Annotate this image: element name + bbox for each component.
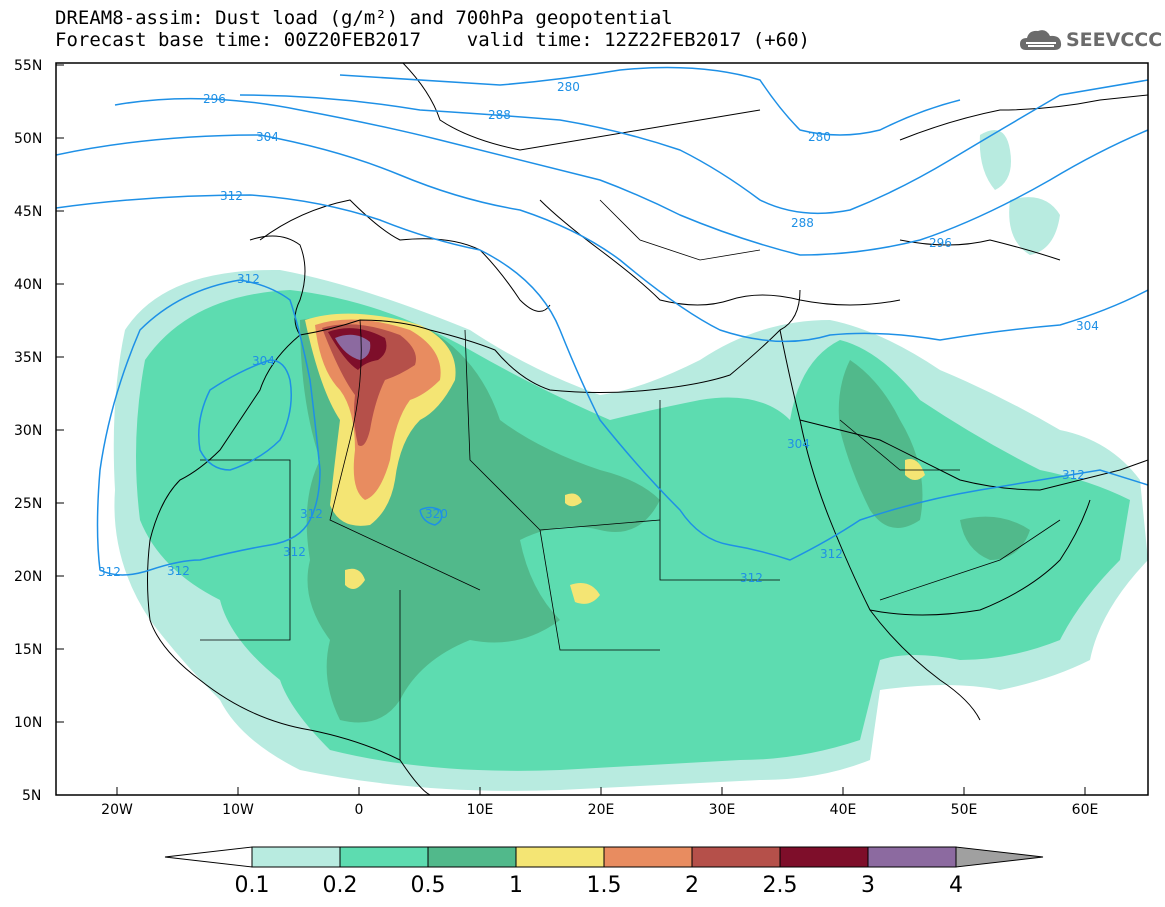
lat-label: 25N: [14, 496, 42, 512]
lon-label: 60E: [1072, 802, 1099, 818]
contour-296: [114, 97, 1148, 256]
colorbar-label: 4: [949, 873, 963, 898]
lat-label: 15N: [14, 642, 42, 658]
colorbar-label: 0.1: [235, 873, 270, 898]
colorbar-bin: [515, 846, 605, 868]
lat-label: 30N: [14, 423, 42, 439]
colorbar-low-arrow: [164, 846, 253, 868]
contour-label: 280: [808, 130, 831, 144]
coastlines: [147, 63, 1148, 795]
contour-label: 304: [787, 437, 810, 451]
colorbar-label: 0.5: [411, 873, 446, 898]
contour-label: 312: [300, 507, 323, 521]
forecast-time-subtitle: Forecast base time: 00Z20FEB2017 valid t…: [55, 29, 810, 51]
lat-label: 45N: [14, 204, 42, 220]
cloud-icon: [1020, 30, 1062, 50]
colorbar-high-arrow: [955, 846, 1044, 868]
colorbar-bin: [251, 846, 341, 868]
contour-320: [419, 506, 443, 526]
contour-304-west: [198, 359, 292, 471]
dust-fields: [56, 63, 1148, 795]
colorbar-bin: [427, 846, 517, 868]
contour-label: 296: [929, 236, 952, 250]
latitude-labels: 55N 50N 45N 40N 35N 30N 25N 20N 15N 10N …: [14, 58, 42, 804]
lon-label: 20E: [588, 802, 615, 818]
contour-312-west: [96, 279, 321, 576]
contour-label: 312: [283, 545, 306, 559]
contour-label: 304: [256, 130, 279, 144]
lon-label: 0: [355, 802, 364, 818]
map-title: DREAM8-assim: Dust load (g/m²) and 700hP…: [55, 7, 673, 29]
geopotential-contours: [56, 66, 1148, 576]
lat-label: 10N: [14, 715, 42, 731]
contour-label: 288: [488, 108, 511, 122]
map-frame: [55, 62, 1149, 796]
lat-label: 55N: [14, 58, 42, 74]
contour-280: [339, 66, 961, 136]
colorbar-label: 1.5: [587, 873, 622, 898]
contour-312: [56, 194, 1148, 561]
colorbar-label: 2.5: [763, 873, 798, 898]
colorbar-bin: [603, 846, 693, 868]
contour-label: 304: [252, 354, 275, 368]
colorbar-label: 0.2: [323, 873, 358, 898]
contour-label: 288: [791, 216, 814, 230]
lon-label: 40E: [830, 802, 857, 818]
lat-label: 35N: [14, 350, 42, 366]
contour-label: 312: [98, 565, 121, 579]
lon-label: 10W: [222, 802, 254, 818]
lat-label: 40N: [14, 277, 42, 293]
contour-304: [56, 134, 1148, 343]
contour-label: 312: [237, 272, 260, 286]
lon-label: 20W: [101, 802, 133, 818]
lat-label: 5N: [22, 788, 41, 804]
colorbar-label: 1: [509, 873, 523, 898]
contour-label: 312: [820, 547, 843, 561]
contour-label: 280: [557, 80, 580, 94]
lat-label: 50N: [14, 131, 42, 147]
contour-label: 304: [1076, 319, 1099, 333]
contour-label: 312: [220, 189, 243, 203]
lon-label: 50E: [951, 802, 978, 818]
colorbar-bin: [867, 846, 957, 868]
contour-label: 312: [740, 571, 763, 585]
contour-label: 312: [167, 564, 190, 578]
lon-label: 10E: [467, 802, 494, 818]
seevccc-logo: SEEVCCC: [1018, 26, 1162, 56]
contour-288: [239, 79, 1148, 215]
contour-label: 312: [1062, 468, 1085, 482]
contour-label: 296: [203, 92, 226, 106]
logo-text: SEEVCCC: [1066, 29, 1163, 51]
dust-level-0.1-caucasus: [979, 130, 1060, 255]
colorbar-label: 3: [861, 873, 875, 898]
colorbar-bin: [779, 846, 869, 868]
contour-labels: 280 280 288 288 296 296 304 304 304 304 …: [98, 80, 1099, 585]
lat-label: 20N: [14, 569, 42, 585]
country-borders: [200, 199, 1061, 760]
axis-ticks: [56, 64, 1086, 795]
colorbar-bin: [339, 846, 429, 868]
colorbar-label: 2: [685, 873, 699, 898]
lon-label: 30E: [709, 802, 736, 818]
contour-label: 320: [425, 507, 448, 521]
dust-level-0.5-arabia: [838, 360, 1030, 560]
colorbar-bin: [691, 846, 781, 868]
longitude-labels: 20W 10W 0 10E 20E 30E 40E 50E 60E: [101, 802, 1098, 818]
colorbar: 0.1 0.2 0.5 1 1.5 2 2.5 3 4: [164, 846, 1044, 898]
